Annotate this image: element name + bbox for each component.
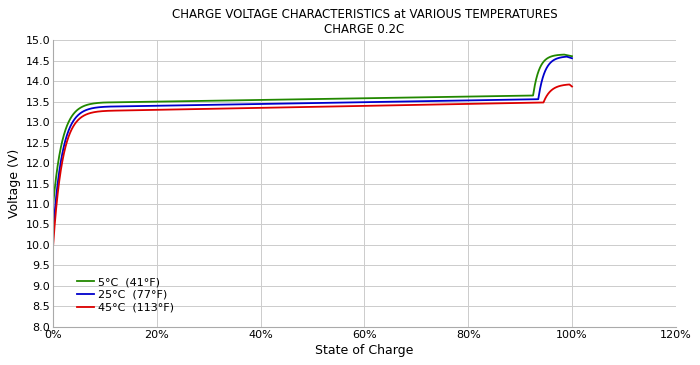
25°C  (77°F) xyxy=(76,112,84,116)
5°C  (41°F) xyxy=(560,53,568,57)
25°C  (77°F) xyxy=(288,101,296,105)
25°C  (77°F) xyxy=(563,54,571,59)
5°C  (41°F) xyxy=(568,54,576,58)
45°C  (113°F) xyxy=(458,102,466,106)
45°C  (113°F) xyxy=(301,105,309,109)
Line: 25°C  (77°F): 25°C (77°F) xyxy=(53,57,572,233)
5°C  (41°F) xyxy=(552,53,561,57)
Line: 45°C  (113°F): 45°C (113°F) xyxy=(53,84,572,247)
25°C  (77°F) xyxy=(553,56,561,61)
45°C  (113°F) xyxy=(565,82,573,87)
5°C  (41°F) xyxy=(76,106,84,111)
5°C  (41°F) xyxy=(458,95,466,99)
5°C  (41°F) xyxy=(288,97,296,101)
25°C  (77°F) xyxy=(552,57,561,61)
45°C  (113°F) xyxy=(552,85,561,89)
5°C  (41°F) xyxy=(49,204,57,208)
25°C  (77°F) xyxy=(568,56,576,61)
45°C  (113°F) xyxy=(288,105,296,110)
45°C  (113°F) xyxy=(49,245,57,249)
45°C  (113°F) xyxy=(76,116,84,121)
Y-axis label: Voltage (V): Voltage (V) xyxy=(8,149,21,218)
Line: 5°C  (41°F): 5°C (41°F) xyxy=(53,55,572,206)
5°C  (41°F) xyxy=(553,53,561,57)
Legend: 5°C  (41°F), 25°C  (77°F), 45°C  (113°F): 5°C (41°F), 25°C (77°F), 45°C (113°F) xyxy=(77,277,174,312)
25°C  (77°F) xyxy=(458,98,466,103)
25°C  (77°F) xyxy=(301,101,309,105)
X-axis label: State of Charge: State of Charge xyxy=(315,344,414,357)
Title: CHARGE VOLTAGE CHARACTERISTICS at VARIOUS TEMPERATURES
CHARGE 0.2C: CHARGE VOLTAGE CHARACTERISTICS at VARIOU… xyxy=(172,8,557,36)
45°C  (113°F) xyxy=(553,85,561,89)
45°C  (113°F) xyxy=(568,84,576,89)
5°C  (41°F) xyxy=(301,97,309,101)
25°C  (77°F) xyxy=(49,230,57,235)
